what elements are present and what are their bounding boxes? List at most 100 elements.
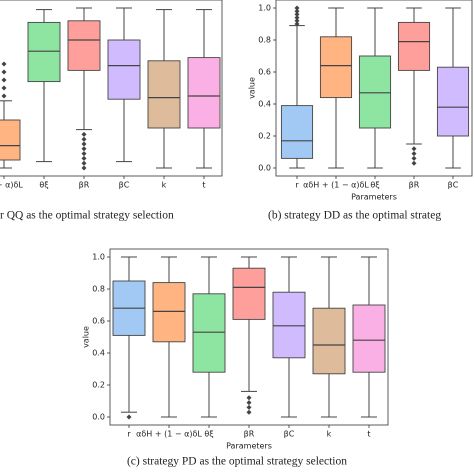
outlier — [81, 160, 87, 166]
caption: (b) strategy DD as the optimal strateg — [268, 210, 441, 222]
box — [319, 36, 353, 99]
box-group — [0, 61, 21, 169]
box-group — [352, 256, 386, 418]
y-tick-label: 0.8 — [92, 285, 105, 294]
x-axis-label: Parameters — [351, 193, 397, 202]
box — [192, 293, 226, 373]
caption: r QQ as the optimal strategy selection — [0, 210, 174, 222]
outlier — [294, 11, 300, 17]
x-tick-label: r — [295, 181, 299, 190]
box — [436, 66, 470, 137]
plot-frame — [275, 0, 473, 177]
box — [272, 291, 306, 359]
y-tick-label: 0.0 — [92, 413, 105, 422]
x-tick-label: βC — [448, 181, 459, 190]
y-tick-label: 0.4 — [92, 349, 105, 358]
box-group — [272, 256, 306, 418]
box-group — [27, 9, 61, 163]
box-group — [152, 256, 186, 418]
box — [187, 57, 221, 129]
y-tick-label: 0.8 — [258, 36, 271, 45]
x-tick-label: r — [127, 430, 131, 439]
box — [67, 20, 101, 71]
outlier — [411, 151, 417, 157]
outlier — [1, 85, 7, 91]
x-tick-label: k — [162, 181, 167, 190]
box-group — [312, 256, 346, 418]
outlier — [81, 165, 87, 171]
box — [312, 307, 346, 375]
box — [358, 55, 392, 129]
x-tick-label: θξ — [39, 181, 48, 190]
box-group — [436, 7, 470, 169]
outlier — [294, 15, 300, 21]
x-tick-label: βR — [244, 430, 255, 439]
box — [232, 267, 266, 320]
outlier — [411, 146, 417, 152]
box-group — [192, 256, 226, 418]
outlier — [294, 5, 300, 11]
x-axis-label: Parameters — [226, 442, 272, 451]
outlier — [246, 395, 252, 401]
y-tick-label: 0.4 — [258, 100, 271, 109]
x-tick-label: θξ — [370, 181, 379, 190]
box-group — [280, 5, 314, 169]
box — [0, 119, 21, 161]
x-tick-label: θξ — [204, 430, 213, 439]
outlier — [81, 136, 87, 142]
y-axis-label: value — [82, 326, 91, 348]
x-tick-label: αδH + (1 − α)δL — [303, 181, 369, 190]
box-group — [107, 7, 141, 163]
y-tick-label: 0.0 — [258, 164, 271, 173]
y-tick-label: 0.2 — [258, 132, 271, 141]
outlier — [246, 409, 252, 415]
outlier — [294, 21, 300, 27]
outlier — [81, 151, 87, 157]
outlier — [81, 141, 87, 147]
outlier — [246, 400, 252, 406]
box-group — [397, 7, 431, 166]
box — [152, 282, 186, 343]
box-group — [187, 9, 221, 169]
box-group — [67, 7, 101, 171]
x-tick-label: βR — [409, 181, 420, 190]
x-tick-label: t — [202, 181, 205, 190]
x-tick-label: βR — [79, 181, 90, 190]
y-axis-label: value — [248, 77, 257, 99]
x-tick-label: βC — [284, 430, 295, 439]
x-tick-label: βC — [119, 181, 130, 190]
box-group — [319, 7, 353, 169]
box — [352, 304, 386, 373]
x-tick-label: t — [367, 430, 370, 439]
outlier — [1, 93, 7, 99]
outlier — [246, 404, 252, 410]
box — [397, 21, 431, 71]
box — [27, 21, 61, 83]
plot-frame — [0, 0, 223, 177]
box — [147, 60, 181, 129]
outlier — [411, 160, 417, 166]
outlier — [126, 414, 132, 420]
x-tick-label: αδH + (1 − α)δL — [136, 430, 202, 439]
box-group — [232, 256, 266, 415]
y-tick-label: 1.0 — [92, 253, 105, 262]
caption: (c) strategy PD as the optimal strategy … — [127, 456, 347, 468]
outlier — [294, 18, 300, 24]
box — [280, 105, 314, 159]
x-tick-label: k — [327, 430, 332, 439]
outlier — [1, 69, 7, 75]
box-group — [147, 9, 181, 169]
box — [107, 39, 141, 100]
x-tick-label: (1 − α)δL — [0, 181, 23, 190]
y-tick-label: 0.2 — [92, 381, 105, 390]
outlier — [294, 8, 300, 14]
box-group — [112, 256, 146, 420]
outlier — [81, 131, 87, 137]
outlier — [81, 146, 87, 152]
outlier — [1, 77, 7, 83]
y-tick-label: 1.0 — [258, 4, 271, 13]
outlier — [411, 155, 417, 161]
y-tick-label: 0.6 — [92, 317, 105, 326]
y-tick-label: 0.6 — [258, 68, 271, 77]
